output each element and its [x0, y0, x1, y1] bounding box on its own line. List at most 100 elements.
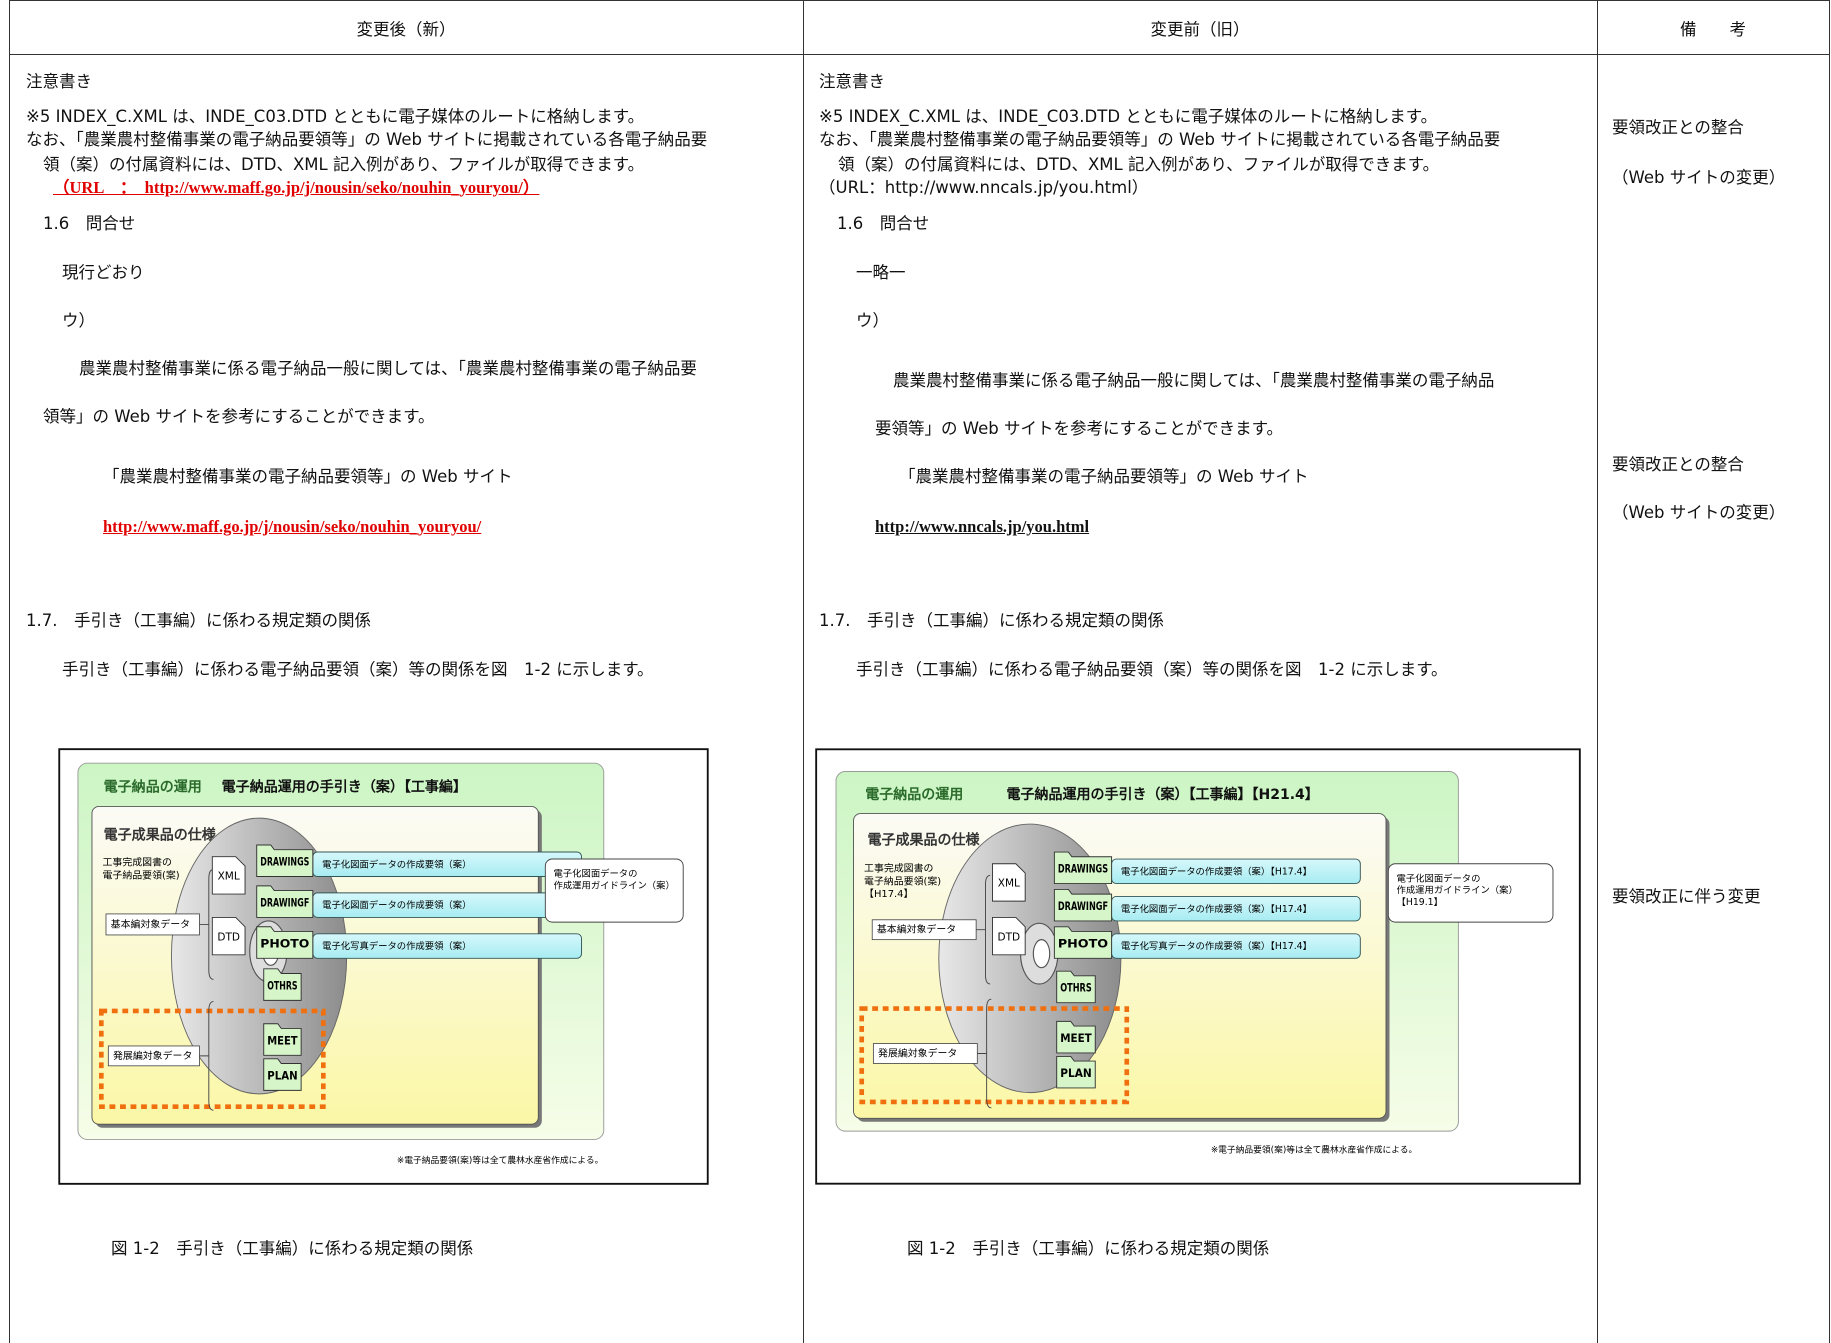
- remark: （Web サイトの変更）: [1612, 168, 1786, 187]
- text-line: なお、「農業農村整備事業の電子納品要領等」の Web サイトに掲載されている各電…: [26, 130, 708, 149]
- advanced-label: 発展編対象データ: [878, 1046, 957, 1059]
- folder-label: DRAWINGS: [260, 856, 309, 869]
- spec-title: 電子成果品の仕様: [868, 831, 981, 848]
- header-new: 変更後（新）: [356, 20, 456, 39]
- folder-icon: [1053, 851, 1113, 885]
- column-border: [1597, 0, 1598, 1343]
- spec-label: 電子化写真データの作成要領（案）【H17.4】: [1121, 940, 1312, 952]
- spec-label: 電子化図面データの作成要領（案）: [322, 899, 471, 911]
- file-label: XML: [218, 871, 240, 883]
- text-line: 農業農村整備事業に係る電子納品一般に関しては、「農業農村整備事業の電子納品要: [79, 359, 697, 378]
- text-line: 手引き（工事編）に係わる電子納品要領（案）等の関係を図 1-2 に示します。: [62, 660, 654, 679]
- folder-label: PHOTO: [260, 937, 309, 950]
- folder-icon: [256, 844, 314, 877]
- figure-note: ※電子納品要領(案)等は全て農林水産省作成による。: [397, 1154, 603, 1166]
- header-old: 変更前（旧）: [1150, 20, 1250, 39]
- remark: 要領改正に伴う変更: [1612, 887, 1761, 906]
- text-line: 要領等」の Web サイトを参考にすることができます。: [875, 419, 1283, 438]
- text-line: 注意書き: [819, 72, 885, 91]
- text-line: ウ）: [856, 311, 889, 330]
- folder-label: DRAWINGS: [1058, 863, 1108, 876]
- file-icon: [211, 916, 246, 956]
- figure-title: 電子納品運用の手引き（案）【工事編】: [222, 779, 467, 796]
- figure-note: ※電子納品要領(案)等は全て農林水産省作成による。: [1211, 1143, 1417, 1155]
- figure: 電子納品の運用 電子納品運用の手引き（案）【工事編】電子成果品の仕様工事完成図書の…: [58, 748, 709, 1185]
- text-line: （URL：http://www.nncals.jp/you.html）: [819, 178, 1149, 197]
- file-icon: [992, 863, 1026, 902]
- text-line: 領等」の Web サイトを参考にすることができます。: [43, 407, 435, 426]
- text-line: 手引き（工事編）に係わる電子納品要領（案）等の関係を図 1-2 に示します。: [856, 660, 1448, 679]
- folder-label: PHOTO: [1058, 937, 1108, 950]
- figure-heading: 電子納品の運用: [865, 786, 963, 803]
- folder-label: DRAWINGF: [1058, 900, 1108, 913]
- folder-label: PLAN: [1060, 1067, 1092, 1080]
- guideline-box: [544, 858, 684, 923]
- text-line: ※5 INDEX_C.XML は、INDE_C03.DTD とともに電子媒体のル…: [819, 107, 1438, 126]
- file-label: DTD: [217, 931, 240, 943]
- folder-label: OTHRS: [1060, 982, 1092, 995]
- file-icon: [992, 916, 1026, 956]
- standard-text: 電子納品要領(案): [864, 874, 941, 887]
- text-line: 図 1-2 手引き（工事編）に係わる規定類の関係: [907, 1239, 1270, 1258]
- standard-text: 工事完成図書の: [864, 861, 933, 874]
- guideline-text: 【H19.1】: [1397, 897, 1443, 908]
- column-border: [803, 0, 804, 1343]
- header-bottom-border: [9, 54, 1830, 55]
- figure-heading: 電子納品の運用: [104, 779, 202, 796]
- text-line: 領（案）の付属資料には、DTD、XML 記入例があり、ファイルが取得できます。: [43, 155, 645, 174]
- bracket: [977, 998, 992, 1109]
- table-top-border: [9, 0, 1830, 1]
- advanced-label: 発展編対象データ: [113, 1049, 192, 1062]
- standard-text: 電子納品要領(案): [102, 868, 179, 881]
- text-line: 1.7. 手引き（工事編）に係わる規定類の関係: [819, 611, 1164, 630]
- folder-icon: [1053, 926, 1113, 959]
- file-icon: [211, 856, 246, 895]
- text-line: 1.7. 手引き（工事編）に係わる規定類の関係: [26, 611, 371, 630]
- guideline-text: 電子化図面データの: [1397, 872, 1481, 884]
- column-border: [1829, 0, 1830, 1343]
- folder-label: PLAN: [267, 1069, 297, 1082]
- spec-label: 電子化図面データの作成要領（案）: [322, 858, 471, 870]
- spec-title: 電子成果品の仕様: [104, 827, 217, 844]
- folder-icon: [1056, 1055, 1096, 1089]
- text-line: 一略一: [856, 263, 906, 282]
- standard-text: 工事完成図書の: [102, 856, 171, 869]
- remark: 要領改正との整合: [1612, 118, 1744, 137]
- standard-text: 【H17.4】: [864, 888, 913, 900]
- guideline-text: 作成運用ガイドライン（案）: [554, 879, 675, 891]
- guideline-text: 電子化図面データの: [554, 868, 638, 880]
- figure-title: 電子納品運用の手引き（案）【工事編】【H21.4】: [1007, 786, 1319, 803]
- text-line: なお、「農業農村整備事業の電子納品要領等」の Web サイトに掲載されている各電…: [819, 130, 1501, 149]
- file-label: DTD: [998, 931, 1021, 943]
- folder-icon: [263, 1023, 302, 1056]
- folder-icon: [256, 926, 314, 959]
- text-line: http://www.maff.go.jp/j/nousin/seko/nouh…: [103, 517, 482, 536]
- basic-label: 基本編対象データ: [111, 917, 190, 930]
- text-line: ※5 INDEX_C.XML は、INDE_C03.DTD とともに電子媒体のル…: [26, 107, 645, 126]
- text-line: 注意書き: [26, 72, 92, 91]
- text-line: 1.6 問合せ: [43, 214, 136, 233]
- guideline-box: [1387, 863, 1554, 923]
- bracket: [199, 869, 214, 980]
- folder-label: DRAWINGF: [260, 896, 309, 909]
- disc-hole: [1032, 939, 1051, 969]
- folder-label: OTHRS: [267, 979, 297, 992]
- text-line: 1.6 問合せ: [837, 214, 930, 233]
- folder-icon: [1053, 888, 1113, 922]
- text-line: http://www.nncals.jp/you.html: [875, 517, 1090, 536]
- basic-label: 基本編対象データ: [877, 923, 956, 936]
- text-line: ウ）: [62, 311, 95, 330]
- text-line: 図 1-2 手引き（工事編）に係わる規定類の関係: [111, 1239, 474, 1258]
- file-label: XML: [998, 878, 1020, 890]
- folder-icon: [1056, 970, 1096, 1004]
- folder-icon: [256, 885, 314, 918]
- text-line: 現行どおり: [62, 263, 145, 282]
- folder-label: MEET: [1060, 1032, 1092, 1045]
- text-line: 「農業農村整備事業の電子納品要領等」の Web サイト: [103, 467, 513, 486]
- text-line: 農業農村整備事業に係る電子納品一般に関しては、「農業農村整備事業の電子納品: [893, 371, 1495, 390]
- folder-icon: [263, 1058, 302, 1091]
- column-border: [9, 0, 10, 1343]
- text-line: 領（案）の付属資料には、DTD、XML 記入例があり、ファイルが取得できます。: [838, 155, 1440, 174]
- guideline-text: 作成運用ガイドライン（案）: [1397, 884, 1518, 896]
